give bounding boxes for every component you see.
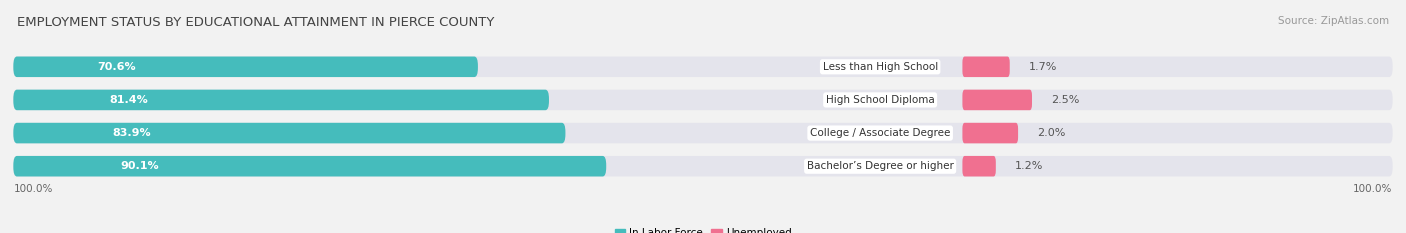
FancyBboxPatch shape — [14, 123, 565, 143]
Text: 81.4%: 81.4% — [110, 95, 149, 105]
Text: College / Associate Degree: College / Associate Degree — [810, 128, 950, 138]
Text: 1.7%: 1.7% — [1029, 62, 1057, 72]
Text: 70.6%: 70.6% — [97, 62, 135, 72]
Text: 83.9%: 83.9% — [112, 128, 152, 138]
FancyBboxPatch shape — [962, 156, 995, 176]
Text: Bachelor’s Degree or higher: Bachelor’s Degree or higher — [807, 161, 953, 171]
FancyBboxPatch shape — [14, 57, 1392, 77]
Text: 100.0%: 100.0% — [14, 184, 53, 194]
FancyBboxPatch shape — [962, 123, 1018, 143]
Legend: In Labor Force, Unemployed: In Labor Force, Unemployed — [610, 224, 796, 233]
Text: 1.2%: 1.2% — [1015, 161, 1043, 171]
FancyBboxPatch shape — [14, 90, 548, 110]
Text: High School Diploma: High School Diploma — [825, 95, 935, 105]
FancyBboxPatch shape — [14, 123, 1392, 143]
Text: 100.0%: 100.0% — [1353, 184, 1392, 194]
Text: Source: ZipAtlas.com: Source: ZipAtlas.com — [1278, 16, 1389, 26]
FancyBboxPatch shape — [14, 156, 1392, 176]
FancyBboxPatch shape — [962, 90, 1032, 110]
Text: 2.0%: 2.0% — [1038, 128, 1066, 138]
Text: 90.1%: 90.1% — [120, 161, 159, 171]
FancyBboxPatch shape — [14, 57, 478, 77]
FancyBboxPatch shape — [14, 90, 1392, 110]
Text: EMPLOYMENT STATUS BY EDUCATIONAL ATTAINMENT IN PIERCE COUNTY: EMPLOYMENT STATUS BY EDUCATIONAL ATTAINM… — [17, 16, 495, 29]
FancyBboxPatch shape — [14, 156, 606, 176]
Text: Less than High School: Less than High School — [823, 62, 938, 72]
Text: 2.5%: 2.5% — [1050, 95, 1080, 105]
FancyBboxPatch shape — [962, 57, 1010, 77]
